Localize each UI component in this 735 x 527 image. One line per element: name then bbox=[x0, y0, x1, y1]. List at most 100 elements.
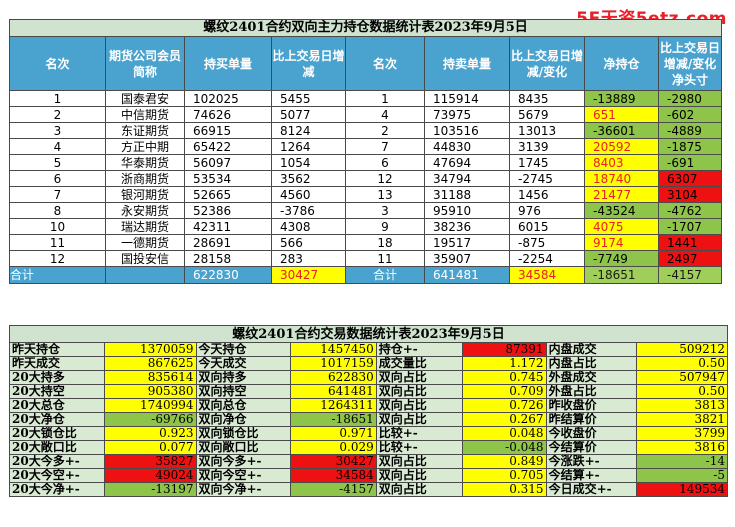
cell-buy-volume: 52386 bbox=[184, 202, 272, 219]
stat-label: 20大今多+- bbox=[9, 454, 105, 469]
table-row: 7 银河期货 52665 4560 13 31188 1456 21477 3104 bbox=[9, 186, 723, 203]
cell-member: 国泰君安 bbox=[105, 90, 185, 107]
stat-label: 双向持空 bbox=[195, 384, 292, 399]
cell-net-position: -43524 bbox=[584, 202, 659, 219]
stat-value: 3816 bbox=[636, 440, 728, 455]
table-row: 20大总仓 1740994 双向总仓 1264311 双向占比 0.726 昨收盘价 3813 bbox=[9, 398, 728, 413]
table-row: 昨天持仓 1370059 今天持仓 1457450 持仓+- 87391 内盘成交 50921… bbox=[9, 342, 728, 357]
stat-label: 双向持多 bbox=[195, 370, 292, 385]
cell-net-position: -13889 bbox=[584, 90, 659, 107]
cell-member: 东证期货 bbox=[105, 122, 185, 139]
cell-buy-volume: 66915 bbox=[184, 122, 272, 139]
stat-label: 今结算+- bbox=[545, 468, 638, 483]
cell-member: 国投安信 bbox=[105, 250, 185, 267]
stat-label: 双向占比 bbox=[375, 468, 464, 483]
cell-sell-volume: 73975 bbox=[424, 106, 510, 123]
stat-value: 149534 bbox=[636, 482, 728, 497]
cell-net-change: 6307 bbox=[657, 170, 723, 187]
cell-member: 浙商期货 bbox=[105, 170, 185, 187]
stat-value: -5 bbox=[636, 468, 728, 483]
stat-label: 内盘占比 bbox=[545, 356, 638, 371]
cell-member: 一德期货 bbox=[105, 234, 185, 251]
stat-label: 比较+- bbox=[375, 426, 464, 441]
stat-value: 641481 bbox=[290, 384, 377, 399]
stat-value: -18651 bbox=[290, 412, 377, 427]
table-row: 20大净仓 -69766 双向净仓 -18651 双向占比 0.267 昨结算价 3821 bbox=[9, 412, 728, 427]
cell-net-position: 651 bbox=[584, 106, 659, 123]
cell-rank: 12 bbox=[9, 250, 106, 267]
header-sell-volume: 持卖单量 bbox=[424, 36, 510, 91]
cell-buy-change: -3786 bbox=[271, 202, 346, 219]
cell-buy-change: 8124 bbox=[271, 122, 346, 139]
cell-sell-volume: 31188 bbox=[424, 186, 510, 203]
cell-rank-sell: 13 bbox=[345, 186, 425, 203]
cell-sell-change: 1456 bbox=[509, 186, 585, 203]
cell-sell-change: 5679 bbox=[509, 106, 585, 123]
cell-net-position: 9174 bbox=[584, 234, 659, 251]
cell-rank: 6 bbox=[9, 170, 106, 187]
stat-label: 双向敞口比 bbox=[195, 440, 292, 455]
stat-value: 0.029 bbox=[290, 440, 377, 455]
stat-value: 622830 bbox=[290, 370, 377, 385]
stat-label: 双向今空+- bbox=[195, 468, 292, 483]
cell-buy-volume: 53534 bbox=[184, 170, 272, 187]
stat-value: 1740994 bbox=[103, 398, 197, 413]
cell-net-position: -7749 bbox=[584, 250, 659, 267]
header-sell-change: 比上交易日增减/变化 bbox=[509, 36, 585, 91]
table-row: 6 浙商期货 53534 3562 12 34794 -2745 18740 6307 bbox=[9, 170, 723, 187]
table-row: 20大今多+- 35827 双向今多+- 30427 双向占比 0.849 今涨跌+- -14 bbox=[9, 454, 728, 469]
cell-sell-change: 1745 bbox=[509, 154, 585, 171]
trading-stats-table: 螺纹2401合约交易数据统计表2023年9月5日 昨天持仓 1370059 今天持仓… bbox=[9, 325, 728, 497]
stat-value: 0.745 bbox=[462, 370, 547, 385]
stat-label: 内盘成交 bbox=[545, 342, 638, 357]
stat-value: 0.849 bbox=[462, 454, 547, 469]
table-row: 5 华泰期货 56097 1054 6 47694 1745 8403 -691 bbox=[9, 154, 723, 171]
cell-net-change: -602 bbox=[657, 106, 723, 123]
cell-rank: 10 bbox=[9, 218, 106, 235]
cell-rank-sell: 4 bbox=[345, 106, 425, 123]
table-row: 20大敞口比 0.077 双向敞口比 0.029 比较+- -0.048 今结算价 3816 bbox=[9, 440, 728, 455]
position-table-title-row: 螺纹2401合约双向主力持仓数据统计表2023年9月5日 bbox=[8, 19, 723, 37]
stat-value: 34584 bbox=[290, 468, 377, 483]
total-sell-change: 34584 bbox=[509, 266, 585, 284]
cell-sell-volume: 95910 bbox=[424, 202, 510, 219]
stat-value: 835614 bbox=[103, 370, 197, 385]
table-row: 10 瑞达期货 42311 4308 9 38236 6015 4075 -1707 bbox=[9, 218, 723, 235]
stat-label: 比较+- bbox=[375, 440, 464, 455]
stat-value: 0.267 bbox=[462, 412, 547, 427]
cell-buy-volume: 56097 bbox=[184, 154, 272, 171]
cell-sell-change: -875 bbox=[509, 234, 585, 251]
stat-label: 今日成交+- bbox=[545, 482, 638, 497]
stat-label: 昨天成交 bbox=[9, 356, 105, 371]
cell-buy-change: 5455 bbox=[271, 90, 346, 107]
cell-member: 华泰期货 bbox=[105, 154, 185, 171]
cell-buy-change: 566 bbox=[271, 234, 346, 251]
stat-label: 20大持空 bbox=[9, 384, 105, 399]
stat-label: 昨收盘价 bbox=[545, 398, 638, 413]
stat-label: 持仓+- bbox=[375, 342, 464, 357]
header-buy-volume: 持买单量 bbox=[184, 36, 272, 91]
cell-rank-sell: 9 bbox=[345, 218, 425, 235]
stat-label: 20大净仓 bbox=[9, 412, 105, 427]
stat-value: 0.077 bbox=[103, 440, 197, 455]
cell-sell-volume: 115914 bbox=[424, 90, 510, 107]
table-row: 20大今空+- 49024 双向今空+- 34584 双向占比 0.705 今结算+- -5 bbox=[9, 468, 728, 483]
cell-sell-change: 13013 bbox=[509, 122, 585, 139]
stat-value: 0.726 bbox=[462, 398, 547, 413]
stat-label: 昨结算价 bbox=[545, 412, 638, 427]
stat-label: 成交量比 bbox=[375, 356, 464, 371]
cell-net-change: -1875 bbox=[657, 138, 723, 155]
cell-net-change: -2980 bbox=[657, 90, 723, 107]
stat-label: 20大持多 bbox=[9, 370, 105, 385]
total-sell: 641481 bbox=[424, 266, 510, 284]
cell-sell-change: 976 bbox=[509, 202, 585, 219]
cell-buy-volume: 42311 bbox=[184, 218, 272, 235]
stat-value: 0.048 bbox=[462, 426, 547, 441]
stat-value: 1.172 bbox=[462, 356, 547, 371]
cell-sell-volume: 44830 bbox=[424, 138, 510, 155]
stat-label: 双向占比 bbox=[375, 454, 464, 469]
total-net-change: -4157 bbox=[657, 266, 723, 284]
table-row: 昨天成交 867625 今天成交 1017159 成交量比 1.172 内盘占比 0.50 bbox=[9, 356, 728, 371]
stat-label: 双向占比 bbox=[375, 412, 464, 427]
stat-label: 双向占比 bbox=[375, 384, 464, 399]
